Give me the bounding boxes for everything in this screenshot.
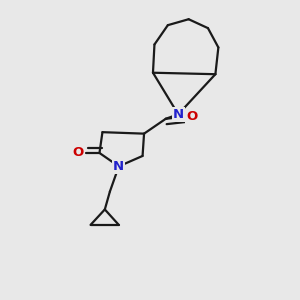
Text: N: N [173, 108, 184, 121]
Text: N: N [113, 160, 124, 173]
Text: O: O [72, 146, 84, 160]
Text: O: O [186, 110, 197, 123]
